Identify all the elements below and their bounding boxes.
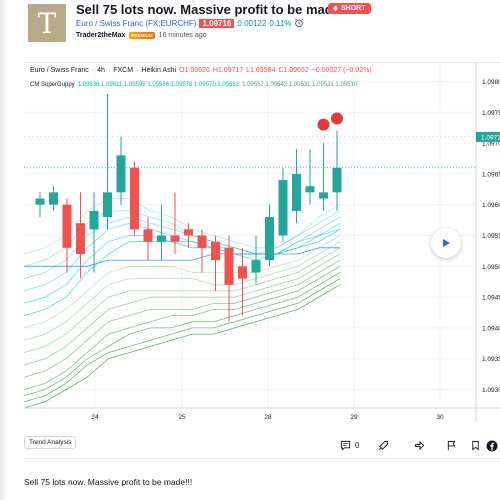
bookmark-button[interactable] — [470, 440, 481, 451]
indicator-values-fast: 1.09636 1.09611 1.09595 1.09586 1.09578 … — [77, 82, 240, 88]
legend-open: O1.09620 — [179, 67, 210, 74]
indicator-legend: CM SuperGuppy 1.09636 1.09611 1.09595 1.… — [30, 82, 357, 88]
legend-symbol: Euro / Swiss Franc — [30, 67, 89, 74]
alarm-clock-icon[interactable] — [294, 18, 304, 28]
legend-style: Heikin Ashi — [141, 67, 177, 74]
indicator-name: CM SuperGuppy — [30, 82, 75, 88]
facebook-icon — [486, 440, 498, 452]
symbol-price: 1.09716 — [199, 18, 235, 28]
legend-separator: · — [107, 67, 111, 74]
published-time: 16 minutes ago — [158, 32, 207, 39]
author-name[interactable]: Trader2theMax — [76, 32, 126, 39]
symbol-row: Euro / Swiss Franc (FX:EURCHF) 1.09716 0… — [76, 18, 304, 28]
idea-description: Sell 75 lots now. Massive profit to be m… — [24, 477, 193, 487]
short-badge: SHORT — [328, 3, 371, 14]
author-row: Trader2theMax PREMIUM 16 minutes ago — [76, 32, 207, 39]
idea-title: Sell 75 lots now. Massive profit to be m… — [76, 2, 353, 17]
flag-icon — [447, 440, 456, 451]
premium-badge: PREMIUM — [129, 32, 155, 39]
chart-legend: Euro / Swiss Franc · 4h · FXCM · Heikin Ash… — [30, 67, 372, 74]
share-icon — [414, 440, 425, 451]
legend-close: C1.09652 — [278, 67, 309, 74]
legend-high: H1.09717 — [212, 67, 244, 74]
indicator-values-slow: 1.09552 1.09542 1.09531 1.09521 1.09510 — [242, 82, 358, 88]
comment-icon — [340, 440, 351, 451]
legend-source: FXCM — [113, 67, 134, 74]
comments-button[interactable]: 0 — [340, 440, 359, 451]
share-button[interactable] — [414, 440, 425, 451]
boost-button[interactable] — [378, 440, 389, 451]
facebook-share-button[interactable] — [486, 440, 498, 452]
legend-interval: 4h — [97, 67, 105, 74]
divider — [24, 458, 500, 459]
rocket-icon — [379, 440, 389, 450]
flag-button[interactable] — [446, 440, 457, 451]
change-abs: 0.00122 — [237, 18, 267, 28]
page-left-shadow — [0, 0, 8, 500]
play-icon — [443, 239, 450, 247]
symbol-link[interactable]: Euro / Swiss Franc (FX:EURCHF) — [76, 18, 197, 28]
play-button[interactable] — [431, 228, 461, 258]
arrow-down-icon — [332, 5, 339, 12]
short-badge-label: SHORT — [341, 5, 366, 12]
avatar-letter: T — [37, 6, 57, 40]
legend-separator: · — [91, 67, 95, 74]
author-avatar[interactable]: T — [28, 4, 66, 42]
change-pct: 0.11% — [269, 18, 292, 28]
tag-trend-analysis[interactable]: Trend Analysis — [24, 436, 77, 449]
legend-low: L1.09584 — [246, 67, 276, 74]
legend-separator: · — [136, 67, 139, 74]
legend-change: −0.00027 (−0.02%) — [311, 67, 372, 74]
bookmark-icon — [472, 440, 479, 451]
comments-count: 0 — [355, 441, 360, 450]
chart-area[interactable] — [24, 62, 500, 423]
